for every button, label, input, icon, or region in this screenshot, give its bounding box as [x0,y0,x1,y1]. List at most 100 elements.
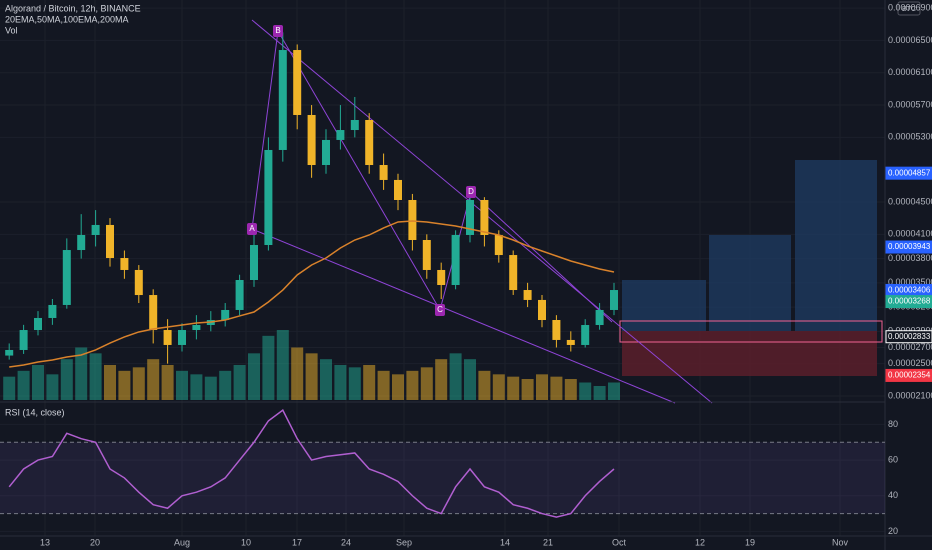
volume-bar [190,374,203,400]
volume-bar [564,379,577,400]
x-tick-label: 21 [543,537,553,547]
volume-bar [32,365,44,400]
volume-bar [363,365,376,400]
candle-body [523,290,532,300]
volume-bar [60,359,73,400]
candle-body [336,130,345,140]
currency-button-label[interactable]: BTC [902,6,916,13]
indicators-label: 20EMA,50MA,100EMA,200MA [5,14,129,24]
candle-body [5,349,14,356]
candle-body [221,309,230,320]
y-tick-label: 0.00004500 [888,196,932,206]
rsi-line [8,409,615,518]
entry-box [619,320,883,343]
volume-bar [449,353,462,400]
candle-body [552,320,561,340]
candle-body [264,149,273,246]
candle-body [62,250,71,305]
volume-bar [550,376,563,400]
volume-bar [593,386,606,400]
candle-body [149,295,158,331]
candle-body [365,120,374,166]
price-label: 0.00002833 [888,332,931,341]
candle-body [19,330,28,350]
y-tick-label: 0.00006900 [888,2,932,12]
pattern-label: A [249,224,255,233]
volume-bar [377,370,390,400]
volume-bar [464,359,476,400]
rsi-tick-label: 20 [888,526,898,536]
pattern-marker [435,304,445,316]
y-tick-label: 0.00006500 [888,35,932,45]
target-box [795,160,877,331]
candle-body [106,224,114,259]
trend-line [251,228,676,404]
candle-body [293,50,302,115]
candle-body [610,290,618,310]
y-tick-label: 0.00005300 [888,132,932,142]
rsi-band [0,442,885,514]
volume-bar [262,335,275,400]
target-box [622,280,706,331]
y-tick-label: 0.00002500 [888,358,932,368]
price-label-box [885,368,932,382]
price-label: 0.00003943 [888,242,931,251]
currency-button[interactable] [897,1,921,16]
volume-bar [305,353,318,400]
candle-body [34,317,42,331]
rsi-tick-label: 40 [888,490,898,500]
x-tick-label: 12 [695,537,705,547]
volume-bar [176,370,188,400]
price-label: 0.00002354 [888,371,931,380]
candle-body [581,325,590,345]
candle-body [192,325,201,331]
candle-body [178,330,186,345]
candle-body [235,280,244,310]
volume-bar [320,359,332,400]
x-tick-label: 20 [90,537,100,547]
chart-title: Algorand / Bitcoin, 12h, BINANCE [5,3,141,13]
volume-bar [579,382,592,400]
volume-bar [75,347,88,400]
candle-body [509,255,518,291]
volume-bar [132,367,145,400]
candle-body [595,309,604,326]
position-boxes [619,160,883,376]
candle-body [163,330,172,345]
pattern-marker [247,223,257,235]
volume-bar [608,382,620,400]
volume-bar [478,370,491,400]
pattern-label: B [275,26,280,35]
candle-body [278,50,287,150]
x-tick-label: 10 [241,537,251,547]
y-tick-label: 0.00003800 [888,253,932,263]
volume-bar [348,367,361,400]
volume-bar [118,370,131,400]
candle-body [494,234,503,256]
y-tick-label: 0.00003500 [888,277,932,287]
candle-body [134,269,143,296]
x-tick-label: 14 [500,537,510,547]
y-tick-label: 0.00006100 [888,67,932,77]
volume-bar [204,376,217,400]
volume-bar [219,370,232,400]
candle-body [48,304,57,318]
volume-bar [334,365,347,400]
volume-bar [492,374,505,400]
candle-body [566,339,575,345]
rsi-tick-label: 80 [888,419,898,429]
volume-bar [536,374,548,400]
volume-bar [276,330,289,400]
candle-body [538,299,546,320]
stop-box [622,331,877,376]
volume-bar [392,374,404,400]
volume-bar [521,379,534,400]
candle-body [307,114,316,166]
target-box [709,235,791,331]
volume-bar [17,370,30,400]
volume-bar [420,367,433,400]
rsi-label: RSI (14, close) [5,407,65,417]
volume-bar [104,365,116,400]
volume-bar [89,353,102,400]
